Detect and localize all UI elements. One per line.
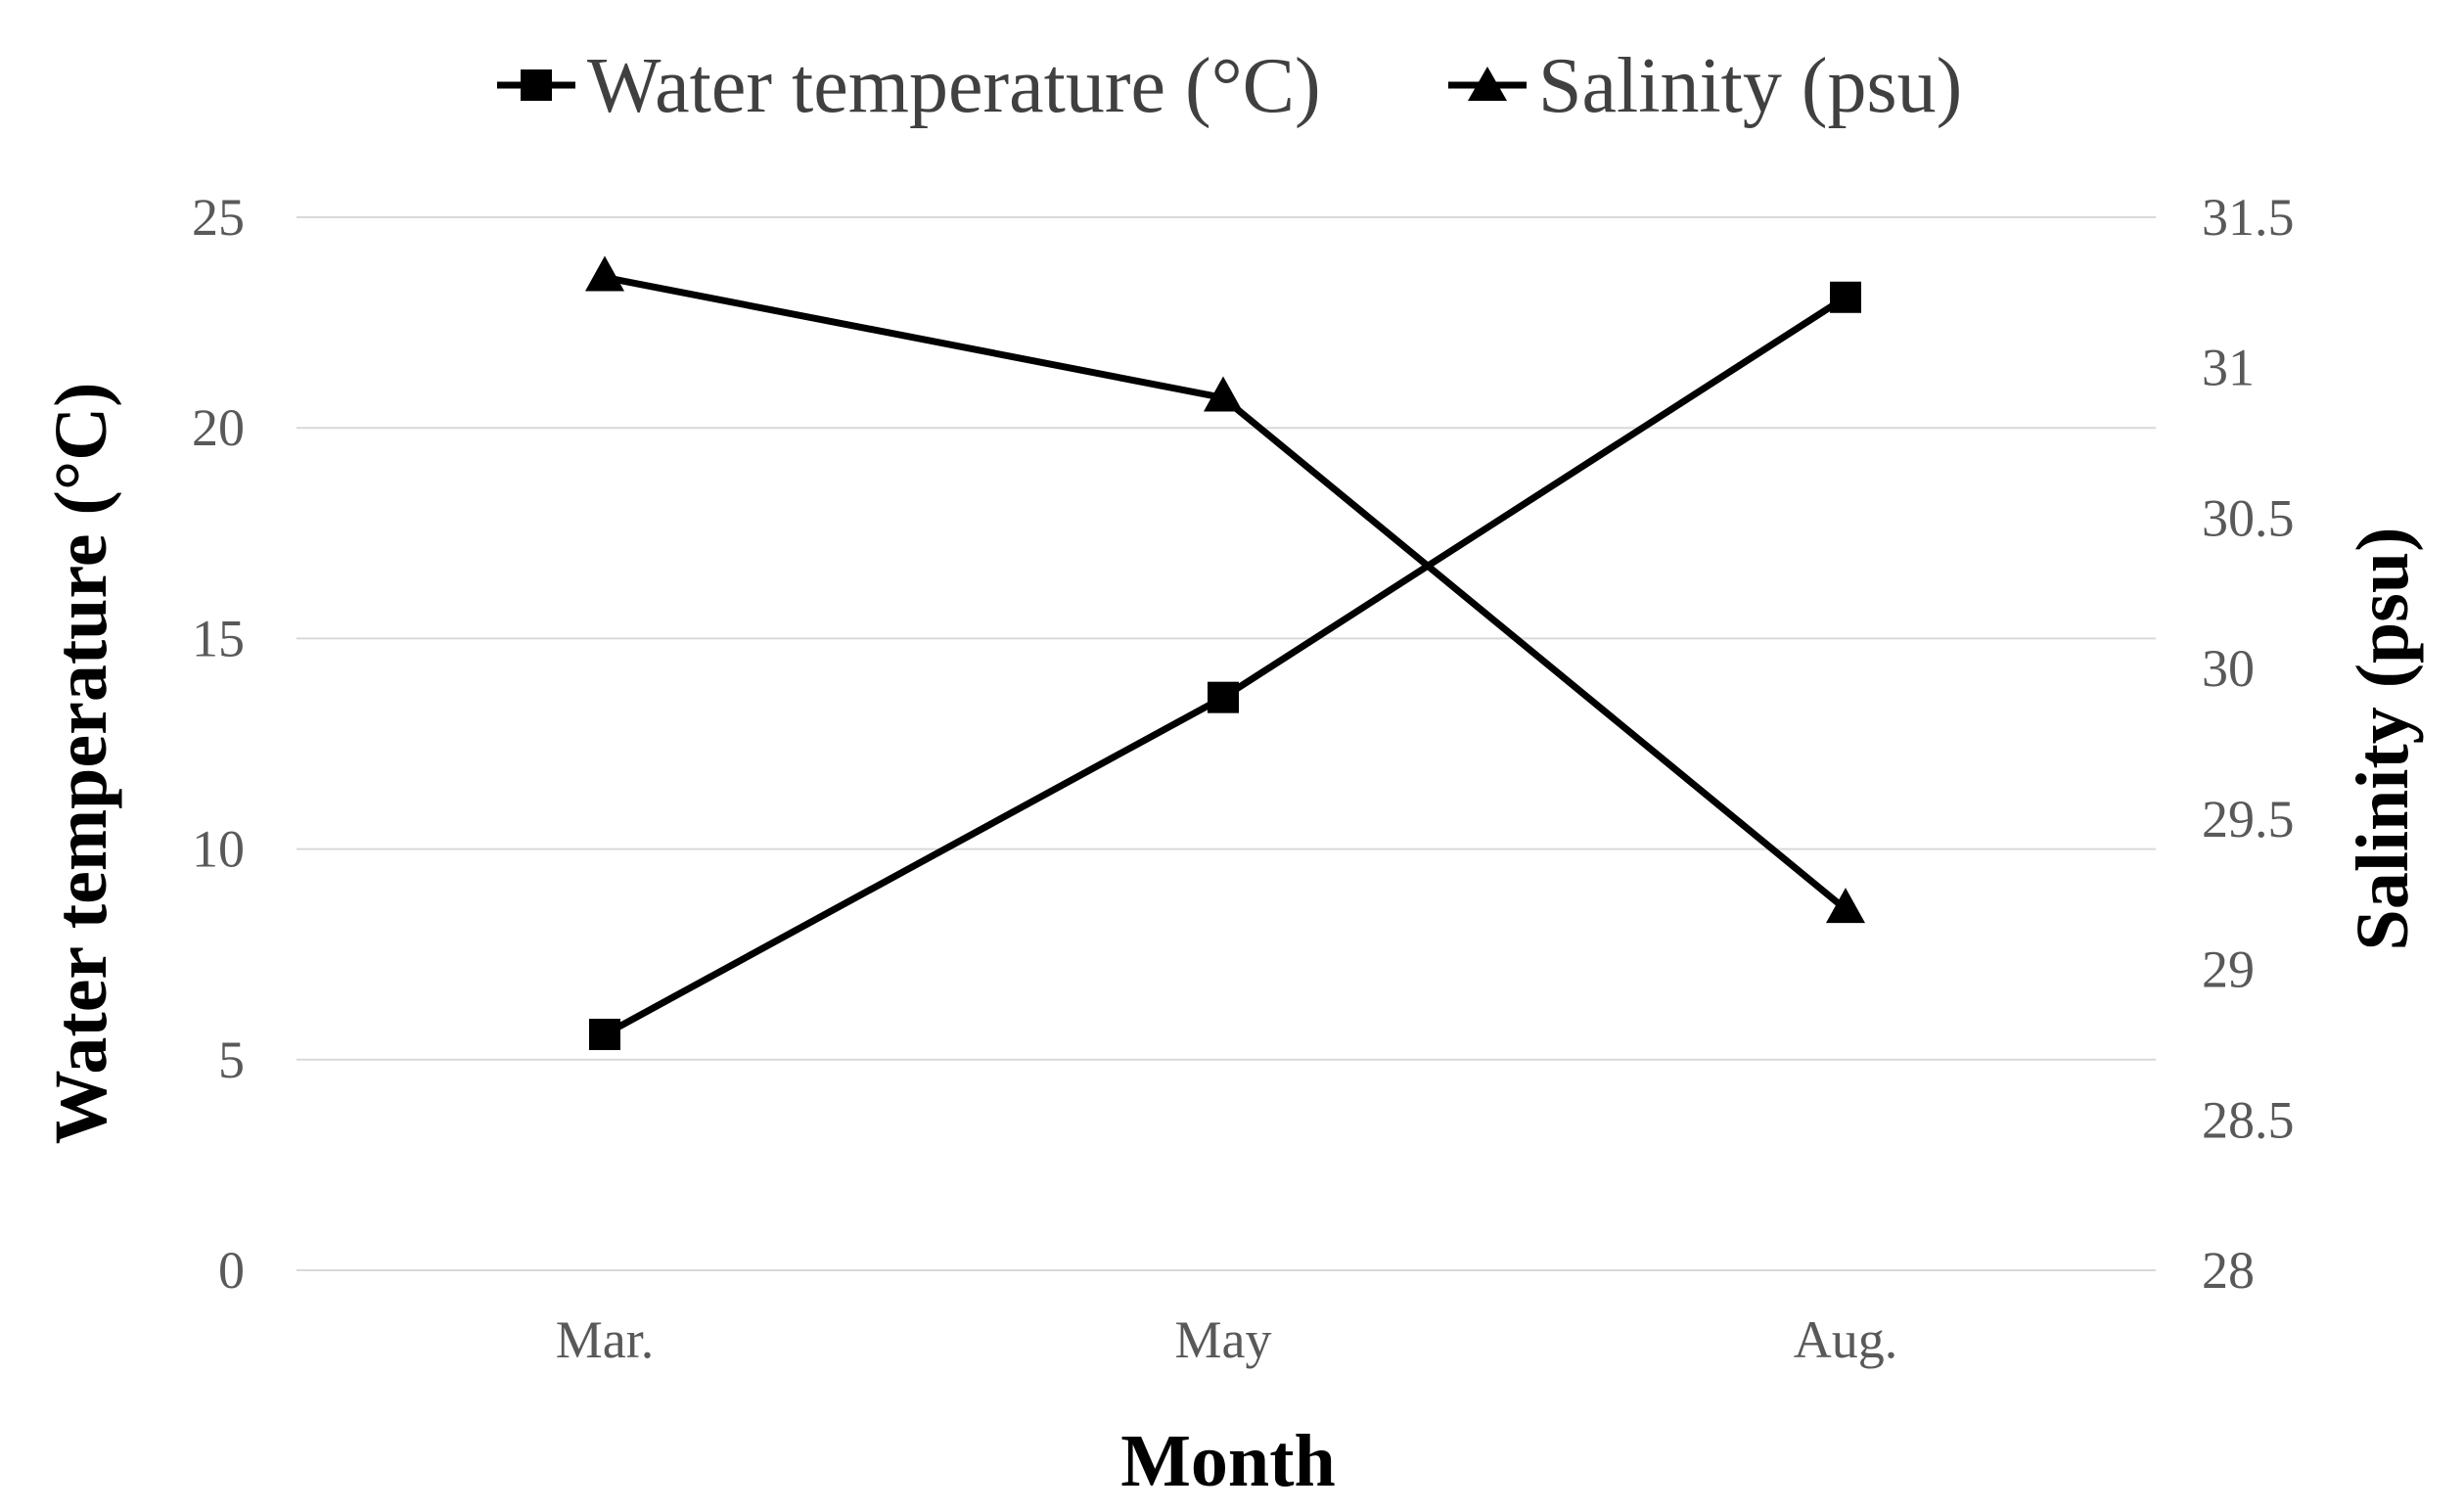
x-tick-label: May — [1175, 1310, 1272, 1369]
left-tick-label: 10 — [192, 820, 245, 879]
right-tick-label: 28 — [2202, 1241, 2255, 1300]
right-axis-title: Salinity (psu) — [2342, 527, 2424, 951]
legend-label-water-temperature: Water temperature (°C) — [587, 43, 1321, 129]
series-layer — [585, 255, 1865, 1050]
right-tick-label: 31 — [2202, 339, 2255, 397]
series-line-salinity — [604, 274, 1848, 912]
x-axis-title: Month — [1120, 1420, 1336, 1502]
right-axis-ticks: 28 28.5 29 29.5 30 30.5 31 31.5 — [2202, 188, 2295, 1300]
data-point-water-temperature — [1208, 681, 1239, 713]
data-point-salinity — [585, 255, 624, 292]
legend: Water temperature (°C) Salinity (psu) — [497, 43, 1962, 129]
legend-item-salinity: Salinity (psu) — [1448, 43, 1962, 129]
right-tick-label: 29 — [2202, 940, 2255, 999]
x-axis-ticks: Mar. May Aug. — [556, 1310, 1898, 1369]
left-tick-label: 20 — [192, 398, 245, 457]
right-tick-label: 28.5 — [2202, 1090, 2295, 1149]
data-point-water-temperature — [1830, 281, 1861, 313]
left-tick-label: 5 — [218, 1031, 245, 1089]
series-salinity — [585, 255, 1865, 924]
data-point-salinity — [1826, 888, 1865, 924]
left-tick-label: 25 — [192, 188, 245, 247]
x-tick-label: Mar. — [556, 1310, 655, 1369]
left-tick-label: 15 — [192, 609, 245, 667]
data-point-salinity — [1204, 376, 1243, 412]
data-point-water-temperature — [589, 1018, 620, 1050]
x-tick-label: Aug. — [1794, 1310, 1898, 1369]
right-tick-label: 30 — [2202, 639, 2255, 698]
left-axis-ticks: 0 5 10 15 20 25 — [192, 188, 245, 1300]
left-tick-label: 0 — [218, 1241, 245, 1300]
left-axis-title: Water temperature (°C) — [40, 383, 122, 1145]
series-water-temperature — [589, 281, 1861, 1050]
legend-item-water-temperature: Water temperature (°C) — [497, 43, 1321, 129]
right-tick-label: 31.5 — [2202, 188, 2295, 247]
gridlines — [297, 216, 2156, 1271]
right-tick-label: 29.5 — [2202, 790, 2295, 848]
right-tick-label: 30.5 — [2202, 488, 2295, 547]
legend-label-salinity: Salinity (psu) — [1538, 43, 1962, 129]
